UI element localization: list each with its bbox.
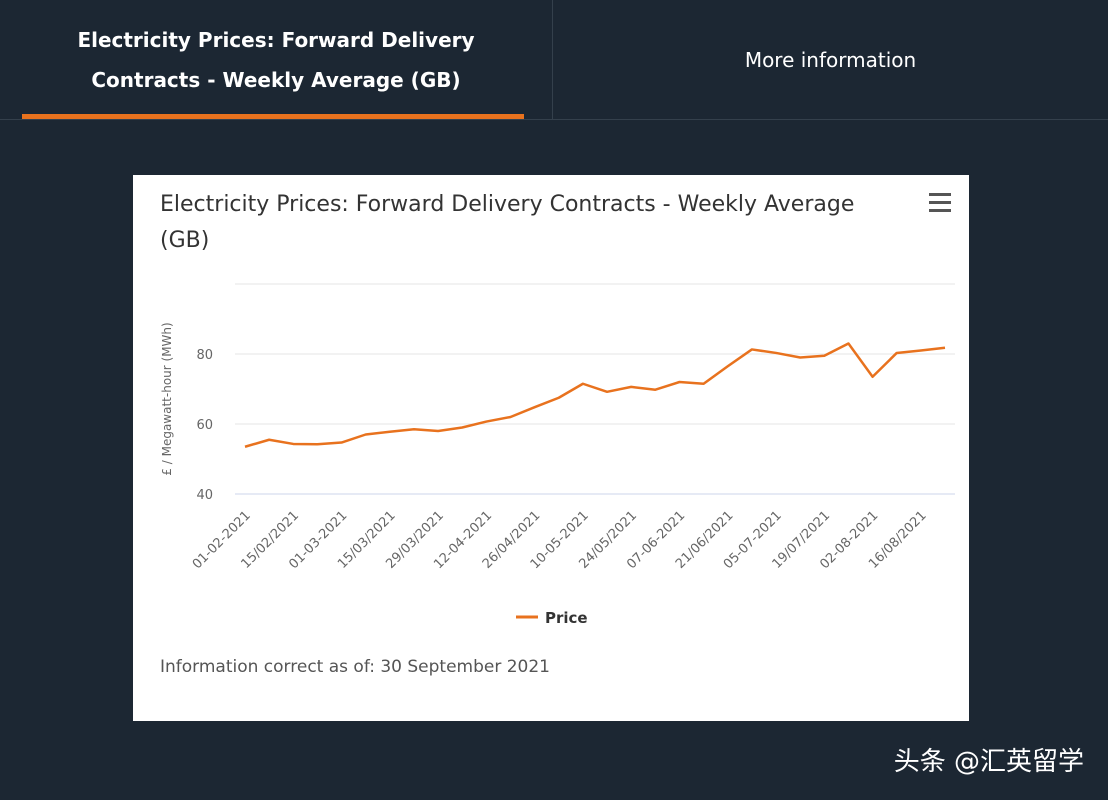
tab-label: Electricity Prices: Forward Delivery Con… bbox=[77, 27, 475, 92]
chart-title: Electricity Prices: Forward Delivery Con… bbox=[160, 192, 855, 253]
info-footer: Information correct as of: 30 September … bbox=[160, 657, 550, 677]
tab-electricity-prices[interactable]: Electricity Prices: Forward Delivery Con… bbox=[0, 0, 553, 119]
y-tick-label: 40 bbox=[196, 488, 213, 503]
tab-label: More information bbox=[744, 47, 917, 72]
y-tick-label: 60 bbox=[196, 418, 213, 433]
chart-card: Electricity Prices: Forward Delivery Con… bbox=[133, 175, 969, 721]
y-axis-label: £ / Megawatt-hour (MWh) bbox=[160, 322, 174, 475]
tab-bar: Electricity Prices: Forward Delivery Con… bbox=[0, 0, 1108, 120]
active-tab-indicator bbox=[22, 114, 524, 119]
legend-price-label: Price bbox=[545, 609, 588, 627]
price-series-line bbox=[244, 342, 946, 448]
tab-more-information[interactable]: More information bbox=[553, 0, 1108, 119]
watermark: 头条 @汇英留学 bbox=[893, 747, 1084, 777]
y-tick-label: 80 bbox=[196, 348, 213, 363]
hamburger-menu-icon[interactable] bbox=[929, 193, 951, 217]
